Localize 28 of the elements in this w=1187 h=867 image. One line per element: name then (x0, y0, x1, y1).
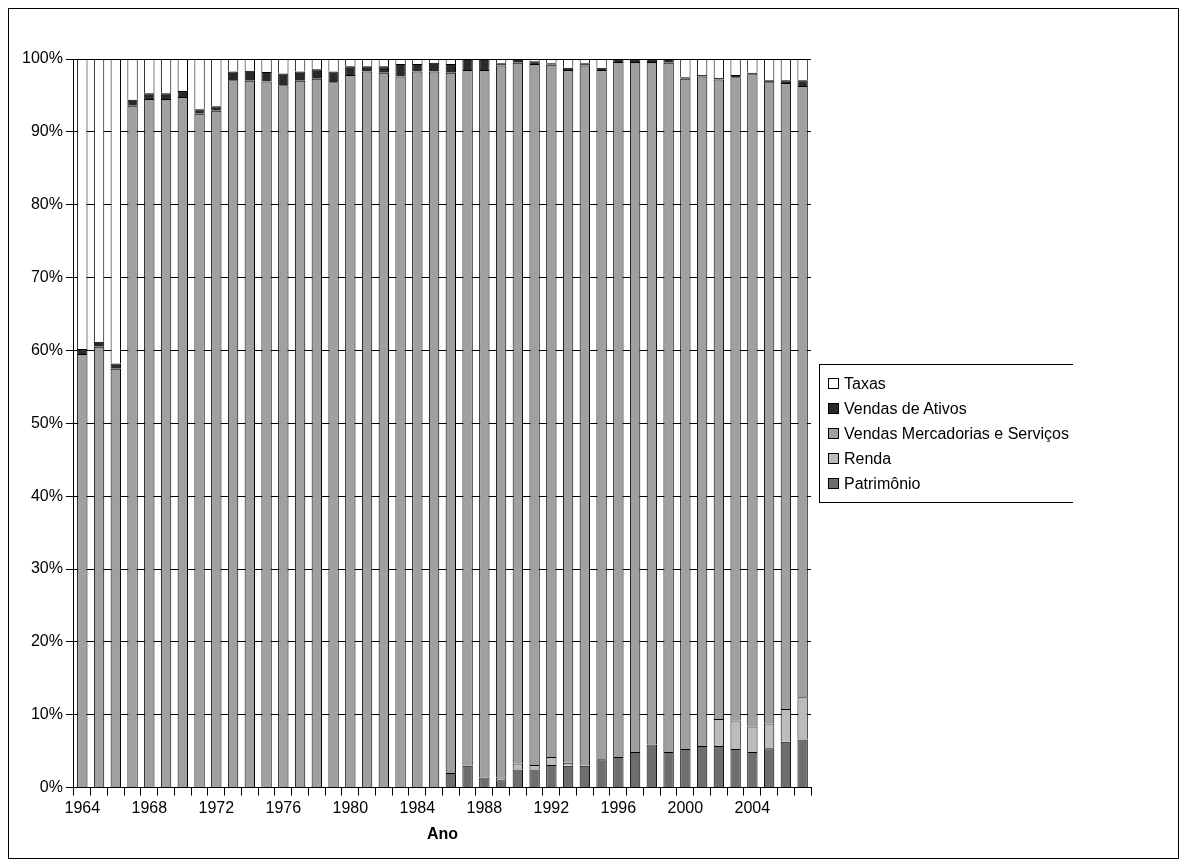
x-tick-label: 1996 (600, 798, 637, 816)
x-tick-label: 1964 (64, 798, 101, 816)
legend-label: Patrimônio (844, 474, 921, 494)
y-tick-label: 30% (30, 559, 63, 577)
x-tick-label: 1984 (399, 798, 436, 816)
y-tick-label: 0% (39, 778, 63, 796)
x-tick-label: 1980 (332, 798, 369, 816)
y-tick-label: 70% (30, 267, 63, 285)
legend-label: Renda (844, 449, 892, 469)
y-tick-label: 60% (30, 340, 63, 358)
legend-label: Vendas de Ativos (844, 399, 967, 419)
y-tick-label: 20% (30, 632, 63, 650)
x-tick-label: 1968 (131, 798, 168, 816)
text: Vendas Mercadorias e Serviços (844, 424, 1069, 444)
y-tick-label: 50% (30, 413, 63, 431)
x-tick-label: 1972 (198, 798, 235, 816)
x-tick-label: 2000 (667, 798, 704, 816)
x-axis-title: Ano (426, 824, 459, 842)
y-tick-label: 80% (30, 195, 63, 213)
x-tick-label: 2004 (734, 798, 771, 816)
x-tick-label: 1992 (533, 798, 570, 816)
y-tick-label: 10% (30, 705, 63, 723)
y-tick-label: 100% (22, 49, 63, 67)
x-tick-label: 1976 (265, 798, 302, 816)
x-tick-label: 1988 (466, 798, 503, 816)
legend-label: Taxas (844, 374, 886, 394)
y-tick-label: 40% (30, 486, 63, 504)
y-tick-label: 90% (30, 122, 63, 140)
